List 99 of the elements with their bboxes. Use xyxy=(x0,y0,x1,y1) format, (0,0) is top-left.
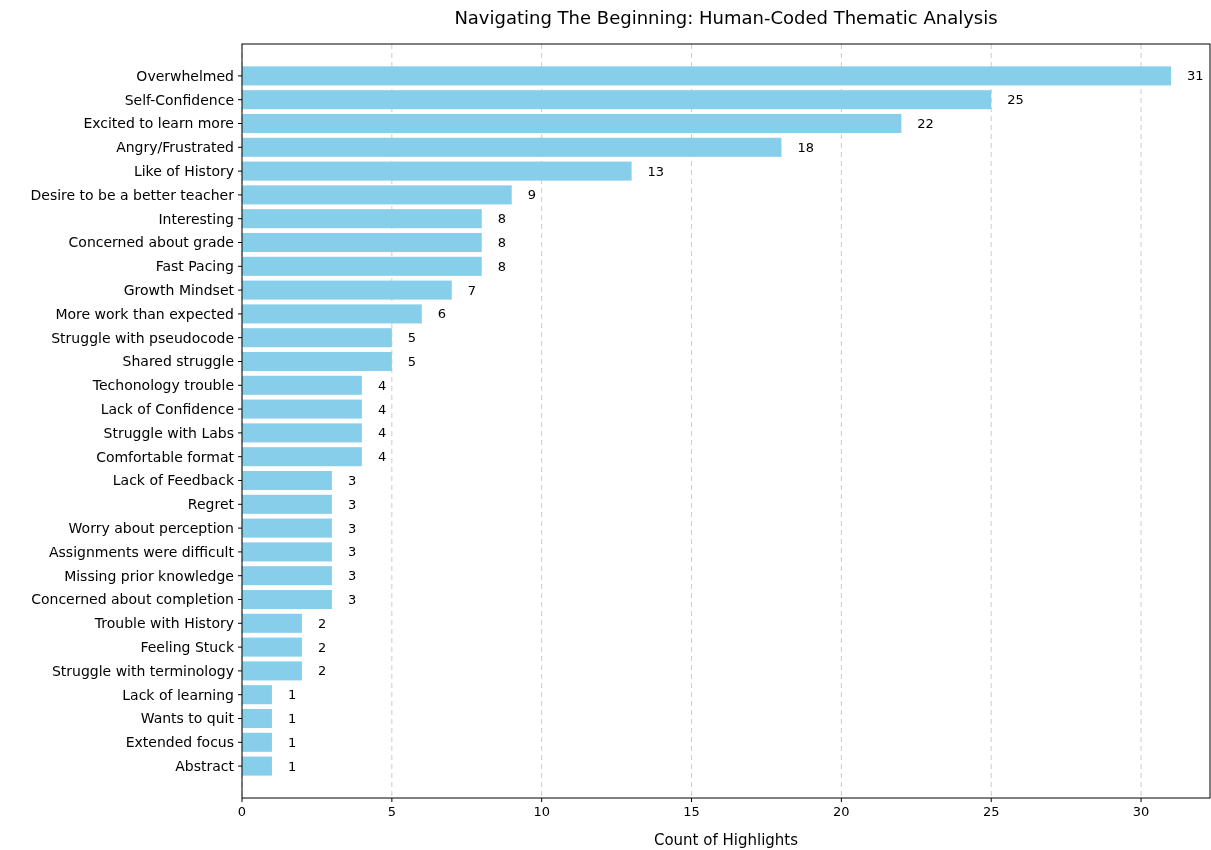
bar xyxy=(242,423,362,443)
data-label: 13 xyxy=(647,163,665,179)
bar xyxy=(242,470,332,491)
data-label: 1 xyxy=(287,711,297,727)
y-tick-label: Struggle with Labs xyxy=(103,424,234,441)
data-label: 1 xyxy=(287,687,297,703)
x-tick-label: 30 xyxy=(1132,804,1150,819)
y-tick-label: Worry about perception xyxy=(68,520,234,536)
bar xyxy=(242,589,332,610)
data-label: 2 xyxy=(317,663,327,679)
bar xyxy=(242,637,302,657)
y-tick-label: Trouble with History xyxy=(93,615,234,632)
chart-title: Navigating The Beginning: Human-Coded Thematic Analysis xyxy=(454,7,998,28)
bar xyxy=(242,613,302,633)
bar xyxy=(242,209,482,229)
y-tick-label: Self-Confidence xyxy=(124,91,234,108)
data-label: 31 xyxy=(1187,68,1204,84)
data-label: 3 xyxy=(347,473,357,489)
bar xyxy=(242,137,782,157)
y-tick-label: Desire to be a better teacher xyxy=(30,186,235,203)
bar xyxy=(242,756,272,776)
y-tick-label: Shared struggle xyxy=(122,353,234,370)
data-label: 8 xyxy=(497,235,507,251)
bar xyxy=(242,351,392,372)
data-label: 5 xyxy=(407,330,417,346)
y-tick-label: Lack of Feedback xyxy=(112,472,235,489)
bar xyxy=(242,542,332,562)
y-tick-label: Struggle with terminology xyxy=(51,662,234,679)
y-tick-label: Assignments were difficult xyxy=(48,543,235,560)
data-label: 3 xyxy=(347,592,357,608)
bar xyxy=(242,685,272,705)
bar xyxy=(242,280,452,300)
y-tick-label: Lack of Confidence xyxy=(100,401,234,417)
bar xyxy=(242,732,272,752)
y-tick-label: Overwhelmed xyxy=(136,67,234,84)
x-tick-label: 15 xyxy=(683,804,700,819)
data-label: 3 xyxy=(347,568,357,584)
data-label: 5 xyxy=(407,354,417,370)
bar xyxy=(242,494,332,514)
data-label: 4 xyxy=(377,377,387,393)
bar xyxy=(242,375,362,395)
x-tick-label: 10 xyxy=(533,804,550,819)
data-label: 3 xyxy=(347,520,357,536)
x-tick-label: 25 xyxy=(982,804,1000,819)
y-tick-label: Growth Mindset xyxy=(123,282,235,298)
y-tick-label: Techonology trouble xyxy=(91,377,234,394)
y-tick-label: Fast Pacing xyxy=(155,258,234,275)
y-tick-label: Comfortable format xyxy=(96,448,235,465)
bar xyxy=(242,399,362,419)
data-label: 1 xyxy=(287,758,297,774)
y-tick-label: Like of History xyxy=(133,163,234,179)
data-label: 2 xyxy=(317,615,327,631)
bar xyxy=(242,232,482,253)
y-tick-label: Extended focus xyxy=(125,734,234,751)
data-label: 4 xyxy=(377,401,387,417)
y-tick-label: Missing prior knowledge xyxy=(64,567,234,584)
x-tick-label: 5 xyxy=(387,804,396,819)
y-tick-label: Wants to quit xyxy=(140,710,235,727)
data-label: 18 xyxy=(797,139,814,155)
y-tick-label: Concerned about completion xyxy=(31,591,234,608)
x-axis-title: Count of Highlights xyxy=(653,831,799,849)
y-tick-label: Struggle with pseudocode xyxy=(51,329,234,346)
bar xyxy=(242,304,422,324)
bar xyxy=(242,113,902,134)
bar xyxy=(242,518,332,538)
bar xyxy=(242,566,332,586)
data-label: 1 xyxy=(287,734,297,750)
data-label: 3 xyxy=(347,496,357,512)
data-label: 8 xyxy=(497,258,507,274)
data-label: 2 xyxy=(317,639,327,655)
data-label: 3 xyxy=(347,544,357,560)
bar xyxy=(242,161,632,181)
y-tick-label: More work than expected xyxy=(55,305,234,322)
y-tick-label: Interesting xyxy=(158,210,234,227)
data-label: 6 xyxy=(437,306,447,322)
data-label: 22 xyxy=(917,116,934,132)
data-label: 4 xyxy=(377,449,387,465)
bar xyxy=(242,256,482,276)
y-tick-label: Concerned about grade xyxy=(68,234,234,251)
y-tick-label: Excited to learn more xyxy=(83,115,234,132)
bar xyxy=(242,661,302,681)
y-tick-label: Feeling Stuck xyxy=(140,639,235,655)
y-tick-label: Lack of learning xyxy=(122,686,234,703)
x-tick-label: 0 xyxy=(237,804,247,819)
data-label: 25 xyxy=(1007,92,1024,108)
data-label: 9 xyxy=(527,187,536,203)
bar xyxy=(242,328,392,348)
y-tick-label: Abstract xyxy=(175,758,235,774)
bar xyxy=(242,66,1172,86)
bar xyxy=(242,447,362,467)
data-label: 4 xyxy=(377,425,387,441)
data-label: 8 xyxy=(497,211,507,227)
x-tick-label: 20 xyxy=(833,804,850,819)
y-tick-label: Regret xyxy=(187,496,235,513)
bar xyxy=(242,90,992,110)
data-label: 7 xyxy=(467,282,477,298)
bar xyxy=(242,708,272,729)
y-tick-label: Angry/Frustrated xyxy=(116,139,234,156)
bar xyxy=(242,185,512,205)
